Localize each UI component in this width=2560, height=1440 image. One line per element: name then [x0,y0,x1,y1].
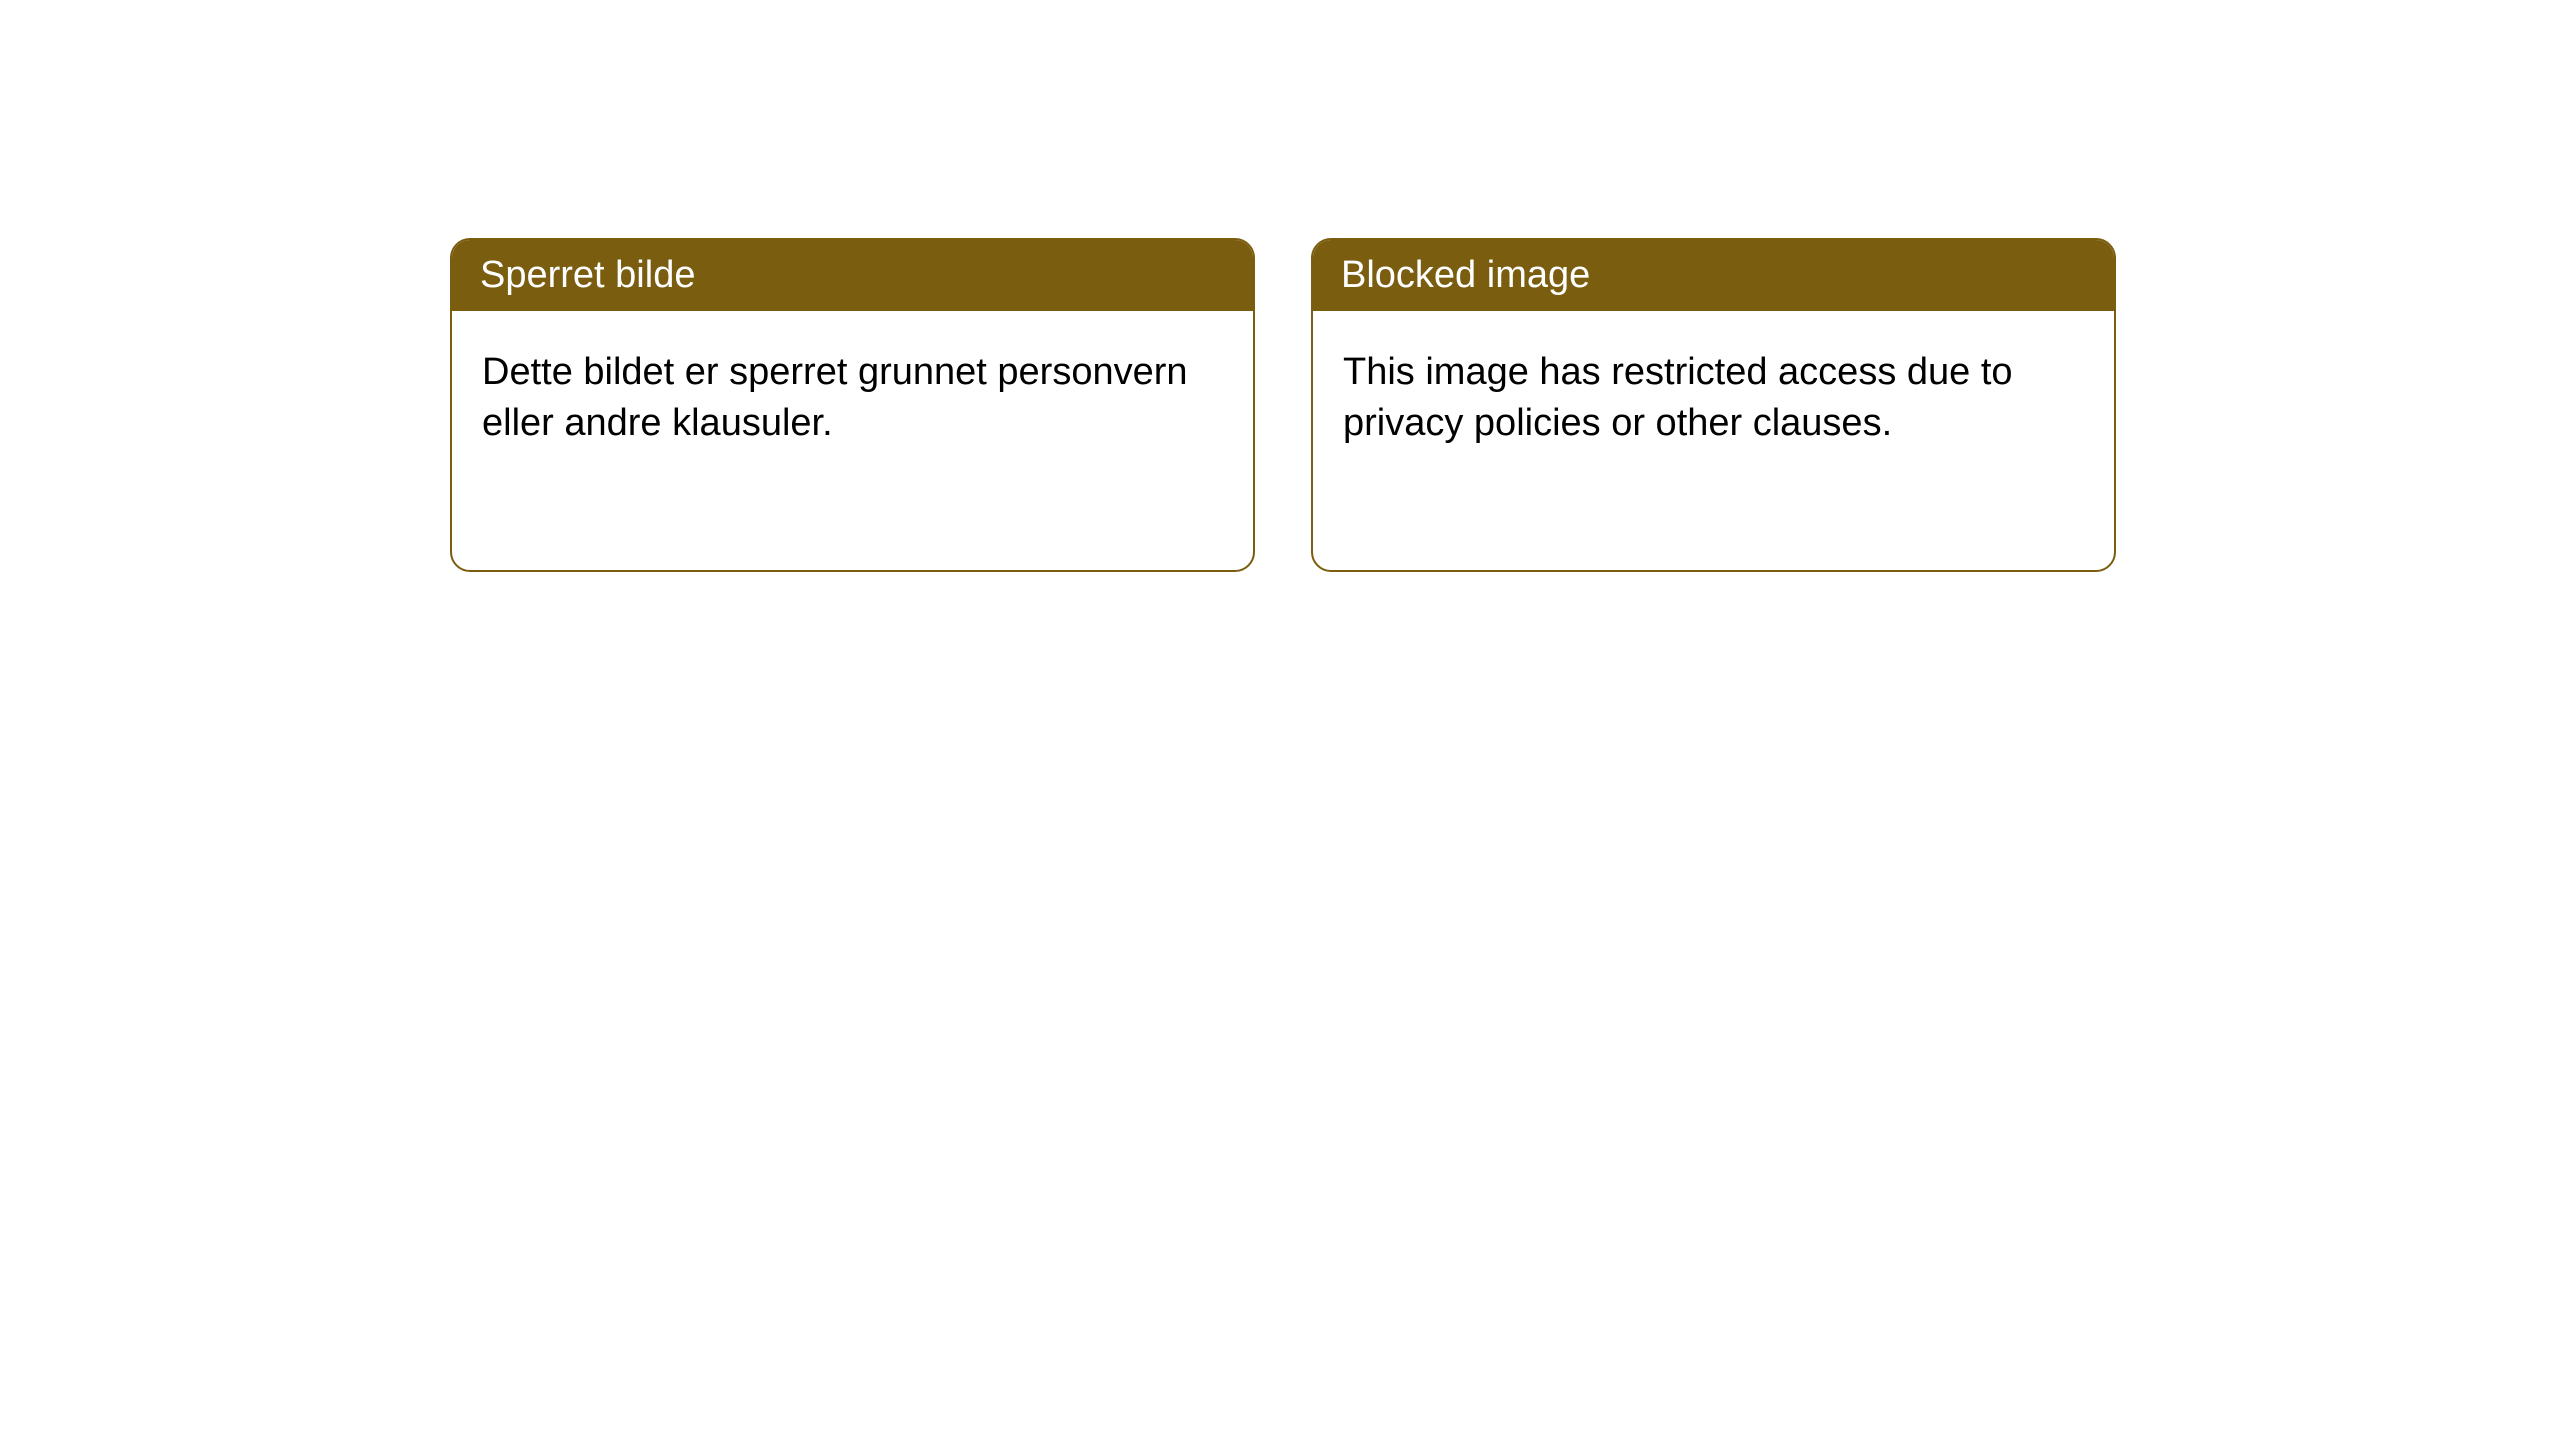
blocked-image-notice-nb: Sperret bilde Dette bildet er sperret gr… [450,238,1255,572]
notice-text: This image has restricted access due to … [1343,351,2013,444]
notice-body: This image has restricted access due to … [1313,311,2114,486]
notice-title: Sperret bilde [480,254,695,296]
notice-header: Blocked image [1313,240,2114,311]
notice-header: Sperret bilde [452,240,1253,311]
notice-body: Dette bildet er sperret grunnet personve… [452,311,1253,486]
notice-container: Sperret bilde Dette bildet er sperret gr… [0,0,2560,572]
blocked-image-notice-en: Blocked image This image has restricted … [1311,238,2116,572]
notice-title: Blocked image [1341,254,1590,296]
notice-text: Dette bildet er sperret grunnet personve… [482,351,1188,444]
